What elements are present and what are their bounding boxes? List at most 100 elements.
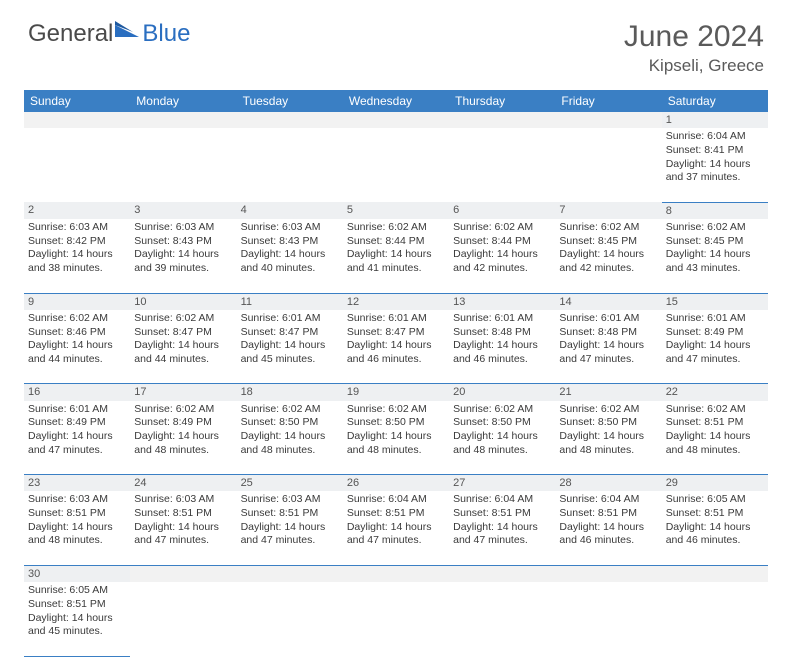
day-number-cell: 29 — [662, 475, 768, 492]
day-number-row: 23242526272829 — [24, 475, 768, 492]
sunrise-text: Sunrise: 6:03 AM — [134, 221, 232, 235]
day-detail-cell: Sunrise: 6:02 AMSunset: 8:51 PMDaylight:… — [662, 401, 768, 475]
sunset-text: Sunset: 8:44 PM — [453, 235, 551, 249]
day-number-cell: 12 — [343, 293, 449, 310]
day-detail-row: Sunrise: 6:03 AMSunset: 8:42 PMDaylight:… — [24, 219, 768, 293]
sunrise-text: Sunrise: 6:02 AM — [453, 403, 551, 417]
day-number-cell: 23 — [24, 475, 130, 492]
day-number-cell: 4 — [237, 202, 343, 219]
daylight-text: and 37 minutes. — [666, 171, 764, 185]
sunrise-text: Sunrise: 6:01 AM — [347, 312, 445, 326]
daylight-text: Daylight: 14 hours — [134, 339, 232, 353]
sunrise-text: Sunrise: 6:04 AM — [347, 493, 445, 507]
sunset-text: Sunset: 8:45 PM — [666, 235, 764, 249]
day-detail-cell: Sunrise: 6:01 AMSunset: 8:48 PMDaylight:… — [555, 310, 661, 384]
daylight-text: and 47 minutes. — [134, 534, 232, 548]
day-number-row: 9101112131415 — [24, 293, 768, 310]
day-number-cell: 7 — [555, 202, 661, 219]
logo: General Blue — [28, 20, 190, 48]
day-number-cell — [343, 112, 449, 128]
daylight-text: and 48 minutes. — [347, 444, 445, 458]
sunset-text: Sunset: 8:47 PM — [241, 326, 339, 340]
day-number-cell — [24, 112, 130, 128]
day-detail-cell: Sunrise: 6:04 AMSunset: 8:41 PMDaylight:… — [662, 128, 768, 202]
day-detail-cell — [24, 128, 130, 202]
daylight-text: Daylight: 14 hours — [134, 248, 232, 262]
day-detail-cell — [555, 582, 661, 656]
day-detail-cell — [449, 582, 555, 656]
day-detail-cell: Sunrise: 6:03 AMSunset: 8:51 PMDaylight:… — [130, 491, 236, 565]
daylight-text: and 40 minutes. — [241, 262, 339, 276]
daylight-text: Daylight: 14 hours — [453, 521, 551, 535]
day-detail-cell — [237, 582, 343, 656]
day-detail-cell: Sunrise: 6:02 AMSunset: 8:47 PMDaylight:… — [130, 310, 236, 384]
daylight-text: and 43 minutes. — [666, 262, 764, 276]
day-detail-cell: Sunrise: 6:02 AMSunset: 8:50 PMDaylight:… — [555, 401, 661, 475]
day-detail-cell: Sunrise: 6:03 AMSunset: 8:43 PMDaylight:… — [237, 219, 343, 293]
day-number-row: 16171819202122 — [24, 384, 768, 401]
day-number-cell: 22 — [662, 384, 768, 401]
day-number-cell: 26 — [343, 475, 449, 492]
day-number-cell: 18 — [237, 384, 343, 401]
calendar-body: 1Sunrise: 6:04 AMSunset: 8:41 PMDaylight… — [24, 112, 768, 656]
daylight-text: and 47 minutes. — [241, 534, 339, 548]
daylight-text: Daylight: 14 hours — [241, 339, 339, 353]
day-number-cell — [555, 565, 661, 582]
day-detail-row: Sunrise: 6:03 AMSunset: 8:51 PMDaylight:… — [24, 491, 768, 565]
daylight-text: and 44 minutes. — [28, 353, 126, 367]
sunrise-text: Sunrise: 6:02 AM — [666, 221, 764, 235]
sunrise-text: Sunrise: 6:01 AM — [241, 312, 339, 326]
day-number-cell: 21 — [555, 384, 661, 401]
flag-icon — [115, 20, 141, 48]
sunset-text: Sunset: 8:47 PM — [347, 326, 445, 340]
daylight-text: Daylight: 14 hours — [241, 521, 339, 535]
daylight-text: and 46 minutes. — [666, 534, 764, 548]
daylight-text: Daylight: 14 hours — [28, 521, 126, 535]
sunrise-text: Sunrise: 6:02 AM — [134, 312, 232, 326]
daylight-text: Daylight: 14 hours — [134, 521, 232, 535]
daylight-text: and 45 minutes. — [28, 625, 126, 639]
sunset-text: Sunset: 8:51 PM — [666, 507, 764, 521]
day-detail-row: Sunrise: 6:01 AMSunset: 8:49 PMDaylight:… — [24, 401, 768, 475]
daylight-text: Daylight: 14 hours — [666, 430, 764, 444]
day-number-cell: 2 — [24, 202, 130, 219]
day-detail-cell — [449, 128, 555, 202]
sunset-text: Sunset: 8:50 PM — [453, 416, 551, 430]
sunrise-text: Sunrise: 6:05 AM — [28, 584, 126, 598]
day-number-row: 1 — [24, 112, 768, 128]
day-number-cell: 13 — [449, 293, 555, 310]
sunset-text: Sunset: 8:51 PM — [666, 416, 764, 430]
day-number-cell: 27 — [449, 475, 555, 492]
day-detail-cell: Sunrise: 6:03 AMSunset: 8:51 PMDaylight:… — [24, 491, 130, 565]
day-number-cell — [130, 112, 236, 128]
day-number-cell: 10 — [130, 293, 236, 310]
day-detail-cell: Sunrise: 6:05 AMSunset: 8:51 PMDaylight:… — [24, 582, 130, 656]
day-detail-cell: Sunrise: 6:03 AMSunset: 8:43 PMDaylight:… — [130, 219, 236, 293]
daylight-text: Daylight: 14 hours — [134, 430, 232, 444]
sunrise-text: Sunrise: 6:04 AM — [559, 493, 657, 507]
day-detail-cell: Sunrise: 6:01 AMSunset: 8:49 PMDaylight:… — [24, 401, 130, 475]
sunrise-text: Sunrise: 6:02 AM — [28, 312, 126, 326]
weekday-header: Friday — [555, 90, 661, 112]
sunrise-text: Sunrise: 6:04 AM — [666, 130, 764, 144]
sunrise-text: Sunrise: 6:02 AM — [559, 403, 657, 417]
daylight-text: and 48 minutes. — [28, 534, 126, 548]
day-detail-row: Sunrise: 6:04 AMSunset: 8:41 PMDaylight:… — [24, 128, 768, 202]
weekday-header: Thursday — [449, 90, 555, 112]
daylight-text: Daylight: 14 hours — [666, 339, 764, 353]
daylight-text: Daylight: 14 hours — [559, 248, 657, 262]
day-detail-cell — [130, 128, 236, 202]
sunset-text: Sunset: 8:51 PM — [347, 507, 445, 521]
sunrise-text: Sunrise: 6:02 AM — [666, 403, 764, 417]
weekday-header-row: Sunday Monday Tuesday Wednesday Thursday… — [24, 90, 768, 112]
sunset-text: Sunset: 8:49 PM — [28, 416, 126, 430]
day-number-cell — [343, 565, 449, 582]
daylight-text: and 47 minutes. — [559, 353, 657, 367]
header: General Blue June 2024 Kipseli, Greece — [0, 0, 792, 84]
daylight-text: Daylight: 14 hours — [347, 521, 445, 535]
daylight-text: and 41 minutes. — [347, 262, 445, 276]
daylight-text: and 38 minutes. — [28, 262, 126, 276]
sunrise-text: Sunrise: 6:02 AM — [453, 221, 551, 235]
day-detail-cell: Sunrise: 6:02 AMSunset: 8:49 PMDaylight:… — [130, 401, 236, 475]
daylight-text: Daylight: 14 hours — [453, 248, 551, 262]
